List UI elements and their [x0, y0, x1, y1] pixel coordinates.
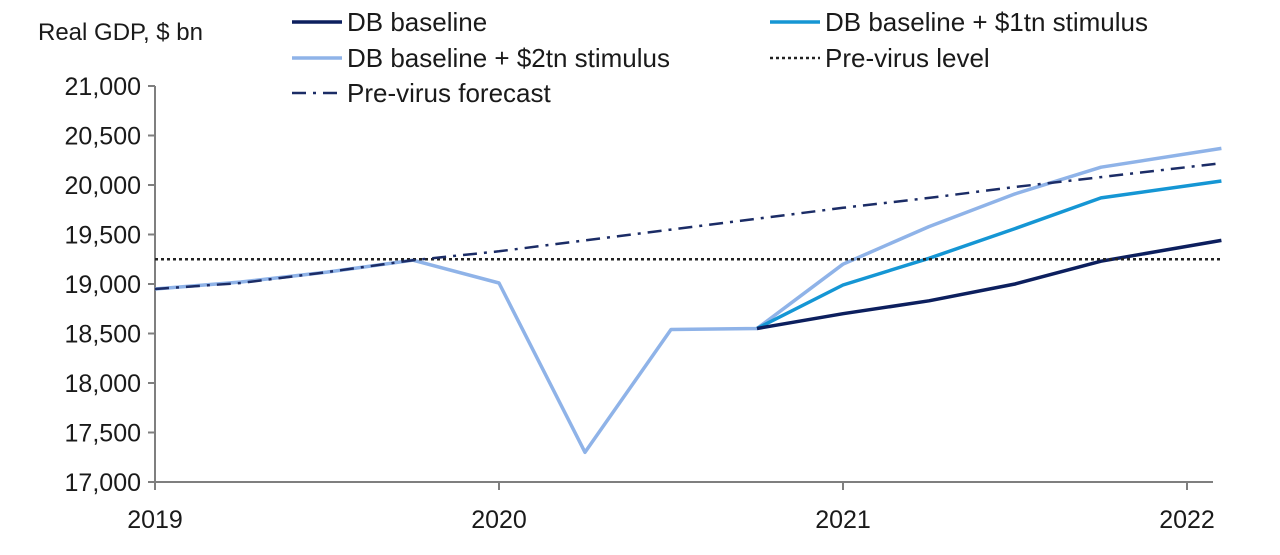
legend: DB baseline DB baseline + $1tn stimulus DB…	[292, 7, 1148, 108]
series-group	[154, 146, 1222, 455]
axes: 17,000 17,500 18,000 18,500 19,000 19,500 20,0…	[65, 73, 1215, 534]
y-tick-label: 19,500	[65, 222, 141, 250]
series-line-db-baseline-2tn-stimulus	[154, 146, 1222, 455]
y-tick-label: 20,000	[65, 172, 141, 200]
y-tick-label: 18,000	[65, 370, 141, 398]
series-line-pre-virus-forecast	[154, 161, 1222, 291]
x-tick-label: 2020	[471, 506, 527, 534]
legend-label: DB baseline + $2tn stimulus	[347, 43, 670, 73]
x-tick-label: 2019	[127, 506, 183, 534]
y-tick-label: 17,500	[65, 420, 141, 448]
y-axis-label: Real GDP, $ bn	[38, 19, 203, 46]
y-tick-label: 19,000	[65, 271, 141, 299]
series-line-db-baseline	[756, 238, 1222, 331]
y-tick-label: 20,500	[65, 123, 141, 151]
y-tick-label: 21,000	[65, 73, 141, 101]
legend-label: Pre-virus forecast	[347, 78, 551, 108]
x-tick-label: 2021	[815, 506, 871, 534]
series-line-db-baseline-1tn-stimulus	[756, 179, 1222, 331]
legend-label: DB baseline + $1tn stimulus	[825, 7, 1148, 37]
legend-label: Pre-virus level	[825, 43, 990, 73]
y-tick-label: 17,000	[65, 469, 141, 497]
legend-label: DB baseline	[347, 7, 487, 37]
y-tick-label: 18,500	[65, 321, 141, 349]
x-tick-label: 2022	[1159, 506, 1215, 534]
